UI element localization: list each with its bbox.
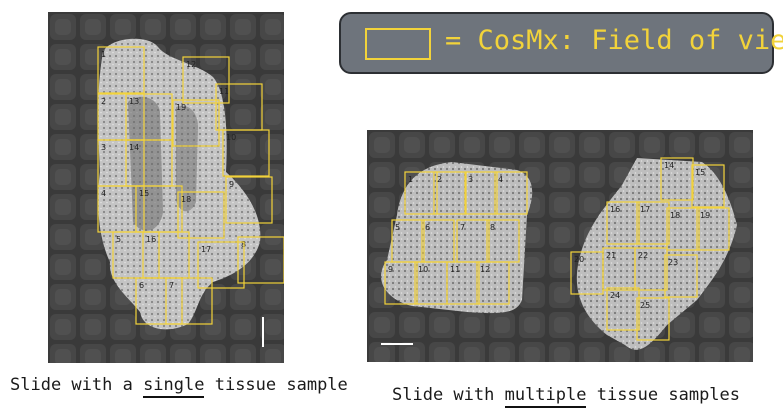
fov-box — [636, 201, 670, 245]
single-sample-slide-image: 1 2 3 4 5 6 7 8 9 10 11 12 13 14 15 16 17 18 19 — [48, 12, 284, 363]
fov-box — [404, 171, 438, 215]
caption-single-sample: Slide with a single tissue sample — [10, 375, 348, 398]
fov-label: 18 — [181, 195, 191, 204]
fov-label: 12 — [186, 60, 196, 69]
fov-box — [660, 157, 694, 201]
fov-label: 19 — [700, 211, 710, 220]
fov-box — [634, 247, 668, 291]
fov-box — [384, 261, 418, 305]
fov-box — [696, 207, 730, 251]
fov-box — [494, 171, 528, 215]
fov-box — [197, 241, 245, 289]
fov-box — [182, 56, 230, 104]
fov-label: 3 — [468, 175, 473, 184]
multiple-sample-slide-image: 1 2 3 4 5 6 7 8 9 10 11 12 14 15 16 17 18 19 20 21 22 23 24 25 — [367, 130, 753, 362]
caption-emphasis: multiple — [504, 385, 587, 408]
fov-box — [636, 297, 670, 341]
fov-box — [446, 261, 480, 305]
fov-label: 7 — [169, 281, 174, 290]
fov-label: 4 — [498, 175, 503, 184]
caption-emphasis: single — [143, 375, 205, 398]
tissue-sample-2 — [576, 158, 737, 350]
fov-label: 21 — [606, 251, 616, 260]
fov-label: 17 — [640, 205, 650, 214]
fov-label: 6 — [139, 281, 144, 290]
fov-box — [97, 46, 145, 94]
fov-box — [237, 236, 284, 284]
fov-label: 17 — [201, 245, 211, 254]
fov-label: 5 — [395, 223, 400, 232]
fov-label: 18 — [670, 211, 680, 220]
fov-label: 15 — [139, 189, 149, 198]
fov-box — [666, 207, 700, 251]
fov-box — [433, 171, 467, 215]
fov-label: 1 — [408, 175, 413, 184]
caption-multiple-samples: Slide with multiple tissue samples — [392, 385, 740, 408]
fov-label: 22 — [638, 251, 648, 260]
fov-label: 10 — [226, 133, 236, 142]
fov-label: 24 — [610, 291, 620, 300]
fov-label: 16 — [610, 205, 620, 214]
fov-box — [464, 171, 498, 215]
fov-label: 23 — [668, 258, 678, 267]
fov-swatch — [365, 28, 431, 60]
fov-label: 15 — [695, 168, 705, 177]
fov-label: 9 — [229, 180, 234, 189]
fov-label: 9 — [388, 265, 393, 274]
scale-bar — [262, 317, 264, 347]
fov-label: 16 — [146, 235, 156, 244]
fov-label: 14 — [129, 143, 139, 152]
fov-label: 1 — [101, 50, 106, 59]
fov-box — [142, 231, 190, 279]
fov-label: 25 — [640, 301, 650, 310]
fov-label: 2 — [437, 175, 442, 184]
legend-box: = CosMx: Field of view — [339, 12, 783, 74]
scale-bar — [381, 343, 413, 345]
legend-label: = CosMx: Field of view — [445, 25, 783, 56]
fov-label: 5 — [116, 235, 121, 244]
fov-label: 6 — [425, 223, 430, 232]
fov-box — [606, 287, 640, 331]
tissue-sample — [98, 38, 261, 330]
fov-label: 10 — [418, 265, 428, 274]
fov-label: 8 — [490, 223, 495, 232]
fov-label: 11 — [219, 87, 229, 96]
fov-box — [476, 261, 510, 305]
fov-label: 2 — [101, 97, 106, 106]
fov-label: 7 — [460, 223, 465, 232]
fov-label: 4 — [101, 189, 106, 198]
fov-label: 20 — [574, 255, 584, 264]
fov-box — [172, 99, 220, 147]
fov-label: 19 — [176, 103, 186, 112]
fov-label: 3 — [101, 143, 106, 152]
fov-box — [225, 176, 273, 224]
fov-label: 13 — [129, 97, 139, 106]
fov-label: 11 — [450, 265, 460, 274]
fov-box — [664, 254, 698, 298]
fov-label: 12 — [480, 265, 490, 274]
fov-box — [691, 164, 725, 208]
fov-box — [215, 83, 263, 131]
fov-label: 14 — [664, 161, 674, 170]
fov-box — [606, 201, 640, 245]
fov-box — [177, 191, 225, 239]
